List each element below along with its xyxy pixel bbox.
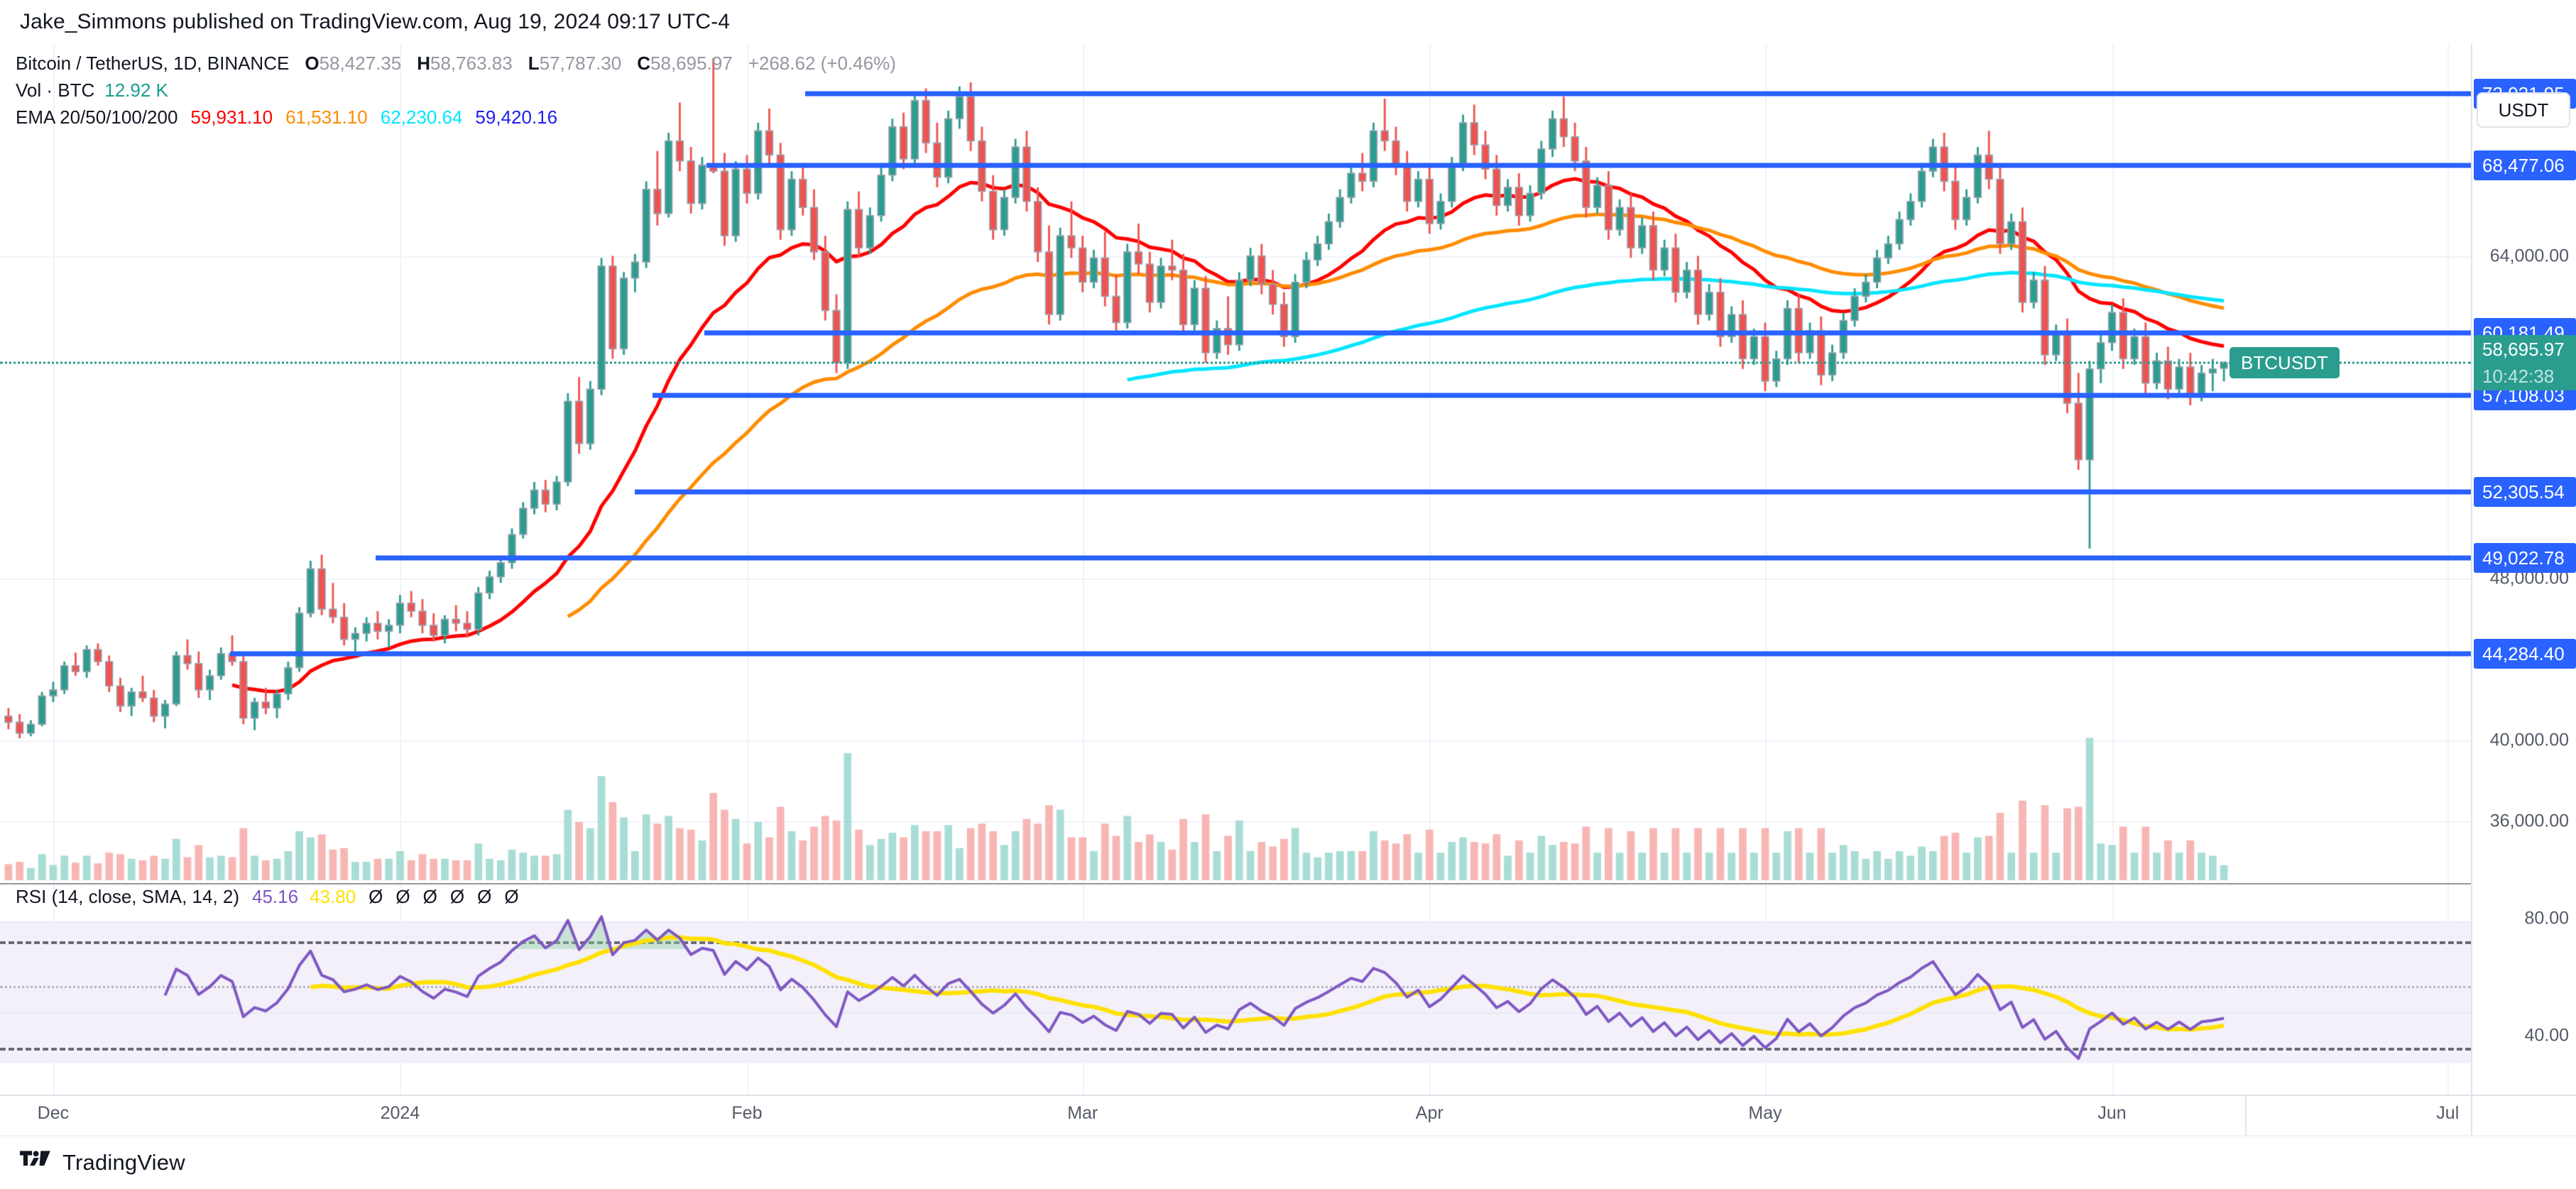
rsi-na-glyph-4: Ø — [449, 886, 465, 907]
time-axis[interactable]: Dec2024FebMarAprMayJunJulAugSep — [0, 1095, 2471, 1136]
currency-selector[interactable]: USDT — [2477, 92, 2570, 128]
rsi-tick-4000: 40.00 — [2524, 1025, 2569, 1046]
price-line-badge: 68,477.06 — [2474, 150, 2576, 181]
rsi-na-glyph-6: Ø — [504, 886, 519, 907]
legend-open: O58,427.35 — [305, 53, 402, 74]
rsi-na-glyph-3: Ø — [422, 886, 437, 907]
time-axis-separator — [2245, 1096, 2247, 1136]
legend-row-ema: EMA 20/50/100/200 59,931.10 61,531.10 62… — [16, 106, 896, 133]
horizontal-price-line[interactable] — [704, 330, 2471, 336]
symbol-tag: BTCUSDT — [2230, 347, 2340, 379]
price-line-badge: 44,284.40 — [2474, 639, 2576, 669]
currency-label: USDT — [2498, 99, 2549, 121]
legend-ema50-value: 61,531.10 — [285, 106, 368, 128]
legend-high: H58,763.83 — [417, 53, 513, 74]
price-tick-4000000: 40,000.00 — [2489, 730, 2569, 750]
current-price-badge: 58,695.97 10:42:38 — [2474, 335, 2576, 391]
axis-corner — [2471, 1095, 2576, 1135]
current-price-line — [0, 361, 2471, 364]
rsi-na-glyph-5: Ø — [477, 886, 492, 907]
legend-symbol-title: Bitcoin / TetherUS, 1D, BINANCE — [16, 53, 290, 74]
legend-volume-value: 12.92 K — [104, 80, 168, 101]
legend-volume-label: Vol · BTC — [16, 80, 95, 101]
tradingview-logo-icon — [20, 1150, 51, 1176]
rsi-canvas — [0, 884, 2471, 1095]
rsi-legend: RSI (14, close, SMA, 14, 2) 45.16 43.80 … — [16, 886, 519, 908]
horizontal-price-line[interactable] — [805, 91, 2471, 97]
price-line-badge: 49,022.78 — [2474, 543, 2576, 574]
legend-change: +268.62 (+0.46%) — [748, 53, 896, 74]
current-price-value: 58,695.97 — [2482, 339, 2565, 361]
horizontal-price-line[interactable] — [375, 555, 2471, 561]
horizontal-price-line[interactable] — [229, 651, 2471, 657]
legend-ema200-value: 59,420.16 — [475, 106, 558, 128]
rsi-na-glyph-1: Ø — [369, 886, 383, 907]
legend-row-volume: Vol · BTC 12.92 K — [16, 80, 896, 106]
rsi-tick-8000: 80.00 — [2524, 908, 2569, 928]
candlestick-canvas — [0, 44, 2471, 882]
horizontal-price-line[interactable] — [652, 393, 2471, 398]
rsi-legend-value: 45.16 — [252, 886, 299, 907]
time-tick-jun: Jun — [2097, 1103, 2127, 1123]
legend-ema-label: EMA 20/50/100/200 — [16, 106, 178, 128]
time-tick-may: May — [1748, 1103, 1782, 1123]
rsi-legend-sma-value: 43.80 — [310, 886, 356, 907]
footer: TradingView — [0, 1135, 2576, 1189]
chart-frame: BTCUSDT RSI (14, close, SMA, 14, 2) 45.1… — [0, 44, 2576, 1136]
tradingview-wordmark: TradingView — [62, 1150, 185, 1175]
price-plot-area[interactable]: BTCUSDT RSI (14, close, SMA, 14, 2) 45.1… — [0, 44, 2471, 1095]
legend-ema20-value: 59,931.10 — [190, 106, 273, 128]
attribution-text: Jake_Simmons published on TradingView.co… — [20, 10, 731, 33]
price-tick-6400000: 64,000.00 — [2489, 246, 2569, 266]
time-tick-jul: Jul — [2436, 1103, 2460, 1123]
rsi-na-glyph-2: Ø — [395, 886, 410, 907]
time-tick-apr: Apr — [1415, 1103, 1443, 1123]
time-tick-2024: 2024 — [380, 1103, 420, 1123]
time-tick-feb: Feb — [731, 1103, 763, 1123]
legend-close: C58,695.97 — [637, 53, 733, 74]
legend-row-symbol: Bitcoin / TetherUS, 1D, BINANCE O58,427.… — [16, 53, 896, 80]
horizontal-price-line[interactable] — [635, 489, 2471, 495]
legend-ema100-value: 62,230.64 — [380, 106, 463, 128]
price-tick-3600000: 36,000.00 — [2489, 811, 2569, 831]
price-line-badge: 52,305.54 — [2474, 477, 2576, 508]
attribution-header: Jake_Simmons published on TradingView.co… — [0, 0, 2576, 44]
time-tick-mar: Mar — [1067, 1103, 1098, 1123]
rsi-pane[interactable]: RSI (14, close, SMA, 14, 2) 45.16 43.80 … — [0, 883, 2471, 1095]
rsi-legend-title: RSI (14, close, SMA, 14, 2) — [16, 886, 240, 907]
legend-low: L57,787.30 — [528, 53, 622, 74]
chart-legend: Bitcoin / TetherUS, 1D, BINANCE O58,427.… — [16, 53, 896, 133]
time-tick-dec: Dec — [37, 1103, 70, 1123]
horizontal-price-line[interactable] — [706, 163, 2471, 168]
current-price-countdown: 10:42:38 — [2482, 366, 2555, 388]
